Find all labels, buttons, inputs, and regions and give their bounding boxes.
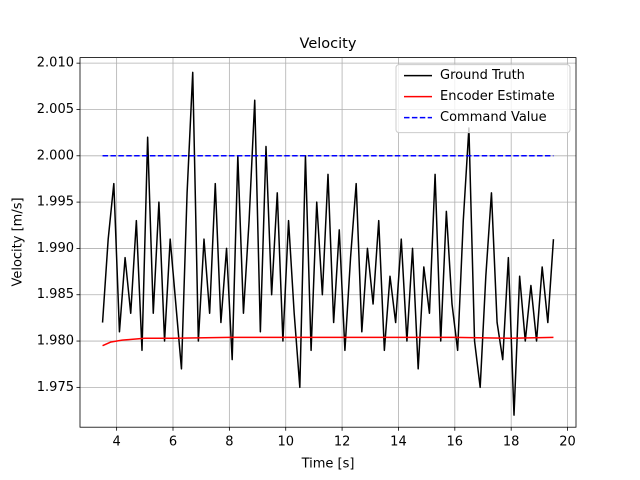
x-tick-label: 12 bbox=[334, 435, 351, 450]
y-tick-label: 1.985 bbox=[37, 287, 74, 302]
legend-label: Ground Truth bbox=[440, 68, 525, 83]
x-tick-label: 4 bbox=[112, 435, 120, 450]
y-tick-label: 1.995 bbox=[37, 195, 74, 210]
x-tick-label: 8 bbox=[225, 435, 233, 450]
y-tick-label: 2.010 bbox=[37, 56, 74, 71]
x-tick-label: 14 bbox=[390, 435, 407, 450]
legend-box bbox=[395, 64, 571, 134]
x-tick-label: 10 bbox=[277, 435, 294, 450]
y-axis-label: Velocity [m/s] bbox=[11, 197, 26, 286]
x-tick-label: 16 bbox=[447, 435, 464, 450]
x-tick-label: 18 bbox=[503, 435, 520, 450]
x-tick-label: 6 bbox=[169, 435, 177, 450]
x-tick-label: 20 bbox=[559, 435, 576, 450]
legend-label: Encoder Estimate bbox=[440, 89, 555, 104]
series-line bbox=[101, 71, 555, 416]
series-line bbox=[102, 336, 554, 347]
legend-label: Command Value bbox=[440, 110, 547, 125]
plot-frame bbox=[79, 57, 577, 428]
x-axis-label: Time [s] bbox=[301, 457, 355, 472]
y-tick-label: 1.980 bbox=[37, 334, 74, 349]
y-tick-label: 1.975 bbox=[37, 380, 74, 395]
legend: Ground Truth Encoder Estimate Command Valu… bbox=[395, 64, 571, 134]
y-tick-label: 2.005 bbox=[37, 102, 74, 117]
y-tick-label: 1.990 bbox=[37, 241, 74, 256]
chart-title: Velocity bbox=[300, 36, 357, 52]
y-tick-label: 2.000 bbox=[37, 148, 74, 163]
